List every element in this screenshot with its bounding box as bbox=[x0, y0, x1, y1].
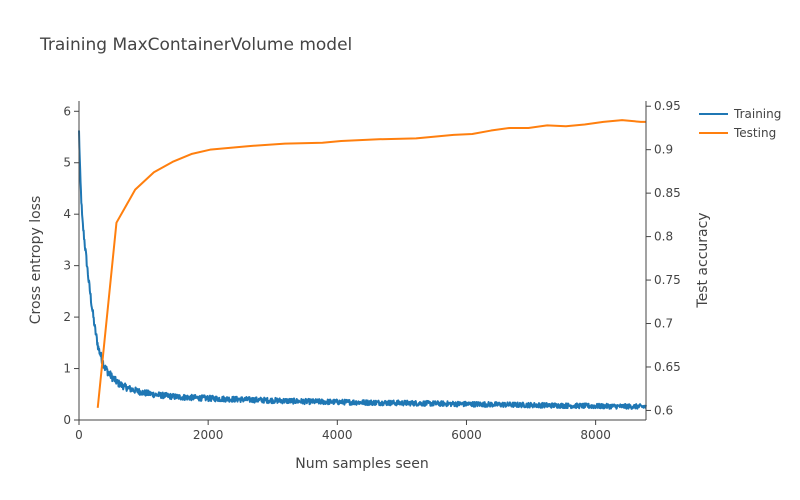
series-line-training bbox=[78, 130, 647, 410]
y-right-tick-label: 0.65 bbox=[654, 360, 681, 374]
legend-item-training[interactable]: Training bbox=[699, 107, 781, 121]
y-left-tick-label: 6 bbox=[63, 104, 71, 118]
legend-label-training: Training bbox=[733, 107, 781, 121]
y-left-tick-label: 4 bbox=[63, 207, 71, 221]
legend[interactable]: Training Testing bbox=[699, 107, 781, 140]
y-left-axis-ticks: 0 1 2 3 4 5 6 bbox=[63, 104, 79, 427]
series-line-testing bbox=[96, 119, 646, 408]
y-right-tick-label: 0.6 bbox=[654, 403, 673, 417]
y-right-axis-label: Test accuracy bbox=[695, 212, 711, 308]
series-layer bbox=[78, 119, 647, 410]
plot-area bbox=[78, 119, 647, 410]
chart-title: Training MaxContainerVolume model bbox=[39, 35, 352, 55]
x-tick-label: 8000 bbox=[580, 428, 611, 442]
x-tick-label: 2000 bbox=[193, 428, 224, 442]
x-axis-ticks: 0 2000 4000 6000 8000 bbox=[75, 420, 611, 442]
y-right-tick-label: 0.9 bbox=[654, 143, 673, 157]
y-right-tick-label: 0.7 bbox=[654, 317, 673, 331]
x-axis-label: Num samples seen bbox=[295, 456, 428, 472]
legend-label-testing: Testing bbox=[733, 126, 776, 140]
x-tick-label: 0 bbox=[75, 428, 83, 442]
y-right-tick-label: 0.85 bbox=[654, 186, 681, 200]
y-left-axis-label: Cross entropy loss bbox=[28, 196, 44, 324]
x-tick-label: 4000 bbox=[322, 428, 353, 442]
y-right-tick-label: 0.8 bbox=[654, 230, 673, 244]
y-right-axis-ticks: 0.6 0.65 0.7 0.75 0.8 0.85 0.9 0.95 bbox=[646, 99, 681, 417]
x-tick-label: 6000 bbox=[451, 428, 482, 442]
y-left-tick-label: 2 bbox=[63, 310, 71, 324]
y-left-tick-label: 0 bbox=[63, 413, 71, 427]
y-left-tick-label: 1 bbox=[63, 362, 71, 376]
y-right-tick-label: 0.95 bbox=[654, 99, 681, 113]
legend-item-testing[interactable]: Testing bbox=[699, 126, 776, 140]
y-left-tick-label: 5 bbox=[63, 156, 71, 170]
y-right-tick-label: 0.75 bbox=[654, 273, 681, 287]
y-left-tick-label: 3 bbox=[63, 259, 71, 273]
